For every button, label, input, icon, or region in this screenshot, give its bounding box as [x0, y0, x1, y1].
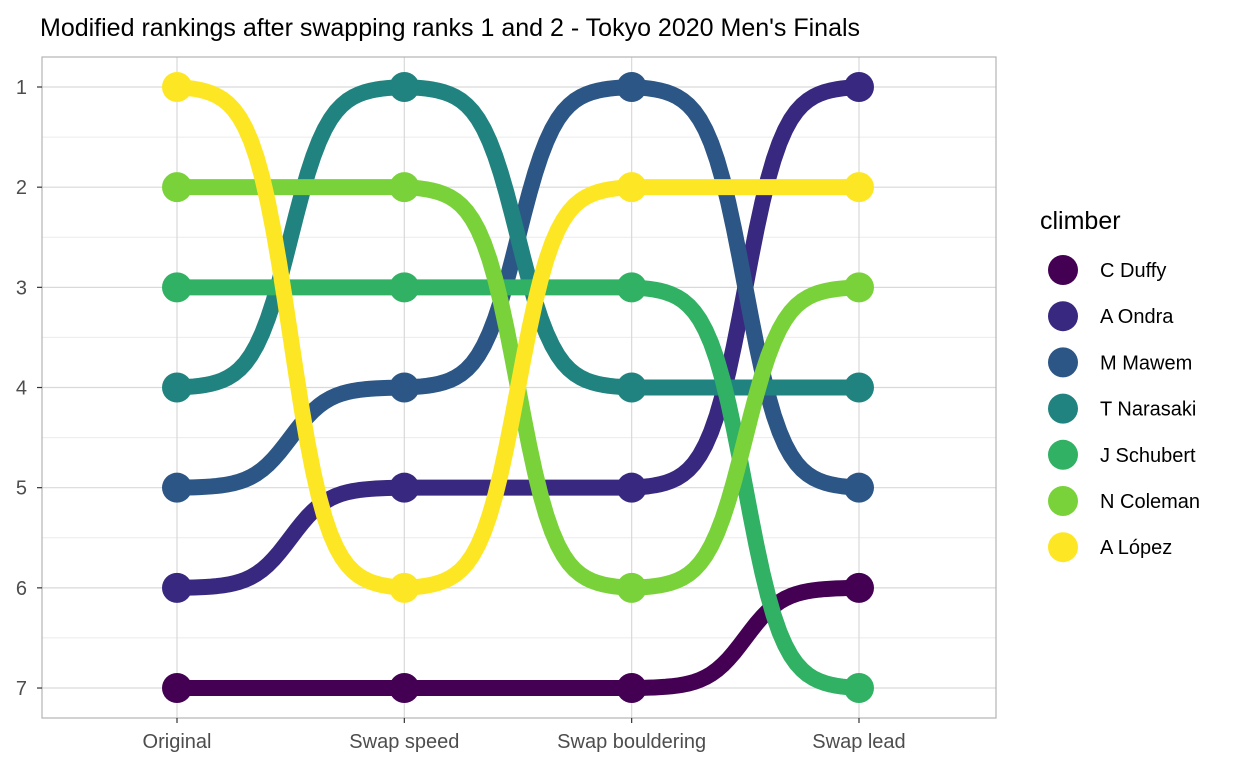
series-line-c-duffy: [169, 579, 867, 697]
legend-item-n-coleman: N Coleman: [1048, 486, 1200, 516]
data-point-n-coleman: [389, 172, 420, 203]
legend-key-point: [1048, 347, 1078, 378]
legend-item-c-duffy: C Duffy: [1048, 255, 1166, 285]
data-point-a-ondra: [843, 72, 874, 102]
data-point-c-duffy: [843, 572, 874, 603]
series-line-a-l-pez: [169, 79, 867, 596]
y-tick-label: 2: [16, 177, 27, 199]
data-point-m-mawem: [389, 372, 420, 403]
x-tick-label: Swap bouldering: [557, 731, 706, 753]
x-tick-label: Swap lead: [812, 731, 905, 753]
data-point-m-mawem: [162, 472, 192, 503]
legend-key-point: [1048, 532, 1078, 563]
legend-label: M Mawem: [1100, 352, 1192, 374]
data-point-n-coleman: [616, 572, 647, 603]
data-point-a-ondra: [616, 472, 647, 503]
data-point-a-l-pez: [616, 172, 647, 203]
data-point-t-narasaki: [162, 372, 192, 403]
legend-item-m-mawem: M Mawem: [1048, 347, 1192, 378]
y-tick-label: 5: [16, 478, 27, 500]
series-lines: [169, 79, 867, 697]
data-point-j-schubert: [843, 673, 874, 704]
data-point-a-l-pez: [843, 172, 874, 203]
data-point-m-mawem: [616, 72, 647, 102]
data-point-c-duffy: [616, 673, 647, 704]
data-point-n-coleman: [843, 272, 874, 303]
data-point-a-l-pez: [389, 572, 420, 603]
legend-label: N Coleman: [1100, 491, 1200, 513]
legend-key-point: [1048, 393, 1078, 424]
legend-item-a-l-pez: A López: [1048, 532, 1172, 563]
series-line-t-narasaki: [169, 79, 867, 396]
x-tick-label: Swap speed: [349, 731, 459, 753]
data-point-t-narasaki: [389, 72, 420, 102]
x-tick-label: Original: [143, 731, 212, 753]
legend: climber C Duffy A Ondra M Mawem T Narasaki J…: [1040, 207, 1200, 563]
legend-key-point: [1048, 301, 1078, 332]
legend-items: C Duffy A Ondra M Mawem T Narasaki J Schuber…: [1048, 255, 1200, 563]
chart-title: Modified rankings after swapping ranks 1…: [40, 14, 860, 42]
data-point-a-ondra: [389, 472, 420, 503]
legend-item-j-schubert: J Schubert: [1048, 439, 1196, 470]
data-point-a-ondra: [162, 572, 192, 603]
data-point-t-narasaki: [843, 372, 874, 403]
y-tick-label: 7: [16, 678, 27, 700]
y-tick-label: 4: [16, 378, 27, 400]
data-point-n-coleman: [162, 172, 192, 203]
axis-labels: 1 2 3 4 5 6 7 Original Swap speed Swap bouldering…: [16, 77, 906, 753]
y-tick-label: 3: [16, 277, 27, 299]
data-point-c-duffy: [162, 673, 192, 704]
legend-label: J Schubert: [1100, 445, 1196, 467]
data-point-j-schubert: [162, 272, 192, 303]
data-point-j-schubert: [389, 272, 420, 303]
data-point-a-l-pez: [162, 72, 192, 102]
legend-label: T Narasaki: [1100, 399, 1196, 421]
y-tick-label: 1: [16, 77, 27, 99]
legend-item-t-narasaki: T Narasaki: [1048, 393, 1196, 424]
data-point-t-narasaki: [616, 372, 647, 403]
data-point-m-mawem: [843, 472, 874, 503]
legend-label: A Ondra: [1100, 306, 1174, 328]
legend-key-point: [1048, 486, 1078, 516]
data-point-c-duffy: [389, 673, 420, 704]
data-point-j-schubert: [616, 272, 647, 303]
y-tick-label: 6: [16, 578, 27, 600]
series-points: [162, 72, 874, 704]
legend-label: A López: [1100, 537, 1172, 559]
legend-key-point: [1048, 439, 1078, 470]
legend-title: climber: [1040, 207, 1121, 235]
legend-label: C Duffy: [1100, 260, 1166, 282]
legend-item-a-ondra: A Ondra: [1048, 301, 1174, 332]
legend-key-point: [1048, 255, 1078, 285]
